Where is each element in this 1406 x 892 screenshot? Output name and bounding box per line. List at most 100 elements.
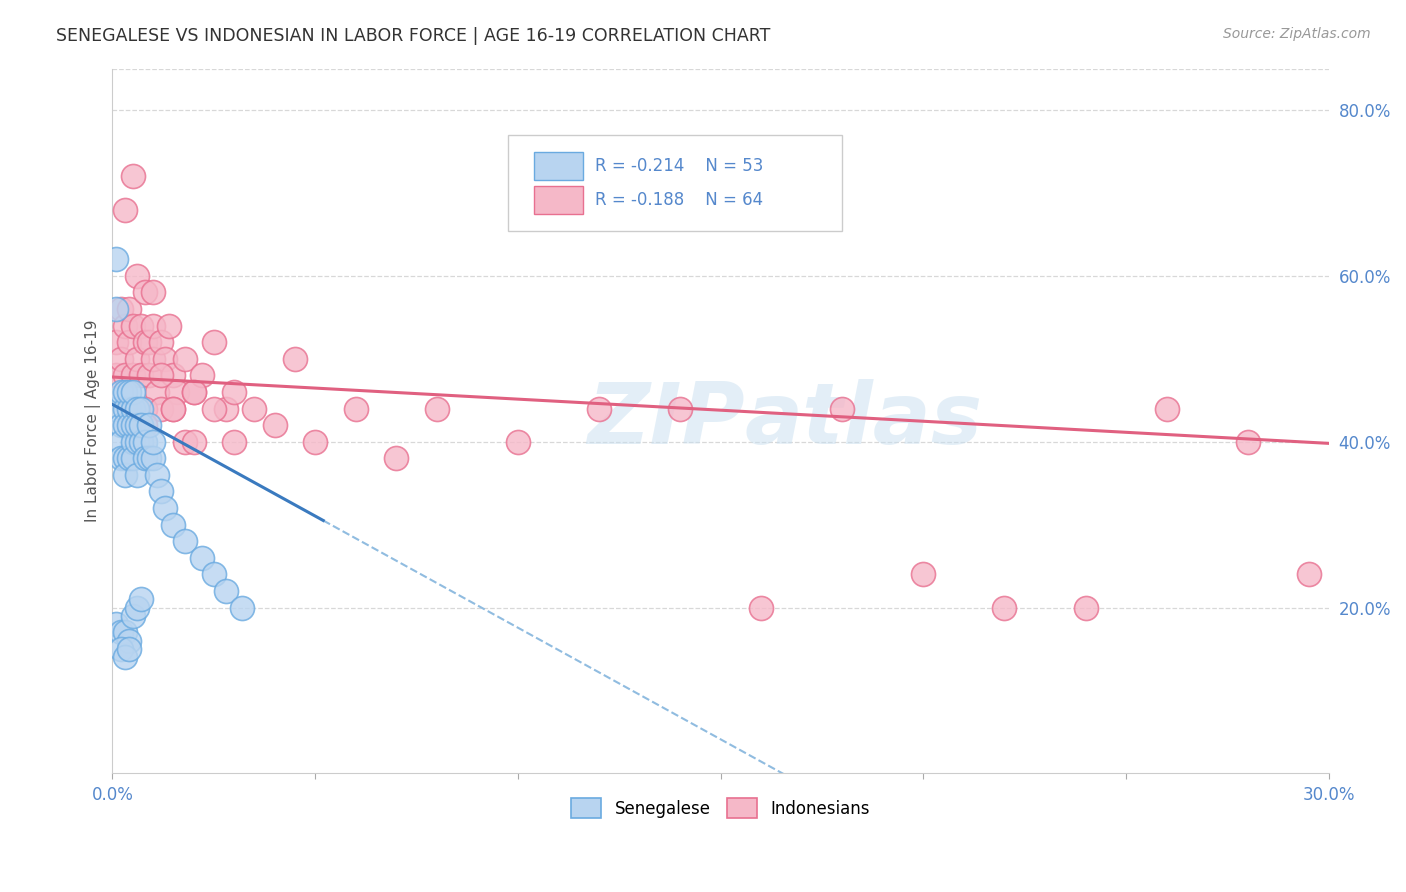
Point xyxy=(142,451,165,466)
Point xyxy=(105,335,128,350)
Point xyxy=(150,335,173,350)
Point xyxy=(150,484,173,499)
Legend: Senegalese, Indonesians: Senegalese, Indonesians xyxy=(565,791,877,825)
Point xyxy=(105,252,128,267)
Text: SENEGALESE VS INDONESIAN IN LABOR FORCE | AGE 16-19 CORRELATION CHART: SENEGALESE VS INDONESIAN IN LABOR FORCE … xyxy=(56,27,770,45)
Point xyxy=(134,401,156,416)
Point xyxy=(142,318,165,333)
Point xyxy=(138,368,160,383)
Point xyxy=(121,401,143,416)
Point xyxy=(129,401,152,416)
Text: R = -0.214    N = 53: R = -0.214 N = 53 xyxy=(595,157,763,175)
Point xyxy=(202,401,225,416)
Point xyxy=(121,169,143,184)
Point xyxy=(1236,434,1258,449)
Text: Source: ZipAtlas.com: Source: ZipAtlas.com xyxy=(1223,27,1371,41)
Point xyxy=(125,351,148,366)
Point xyxy=(125,467,148,482)
Point xyxy=(263,418,285,433)
Point xyxy=(183,384,205,399)
Point xyxy=(231,600,253,615)
Point xyxy=(142,434,165,449)
Point xyxy=(222,384,245,399)
Point xyxy=(110,625,132,640)
Point xyxy=(153,351,176,366)
Point xyxy=(174,351,197,366)
Point xyxy=(117,451,139,466)
Point xyxy=(162,517,184,532)
Point xyxy=(993,600,1015,615)
Point xyxy=(157,318,180,333)
Point xyxy=(105,401,128,416)
Point xyxy=(215,584,238,599)
Point xyxy=(134,335,156,350)
Point xyxy=(129,368,152,383)
Point xyxy=(912,567,935,582)
Point xyxy=(153,501,176,516)
Point xyxy=(114,451,136,466)
Point xyxy=(162,401,184,416)
Point xyxy=(114,625,136,640)
Point xyxy=(134,451,156,466)
Y-axis label: In Labor Force | Age 16-19: In Labor Force | Age 16-19 xyxy=(86,319,101,522)
Point xyxy=(114,401,136,416)
Point xyxy=(202,567,225,582)
Point xyxy=(134,285,156,300)
Point xyxy=(215,401,238,416)
Point xyxy=(105,617,128,632)
Point xyxy=(129,592,152,607)
Point xyxy=(138,451,160,466)
Point xyxy=(110,301,132,316)
Point xyxy=(183,434,205,449)
Text: atlas: atlas xyxy=(745,379,983,462)
Point xyxy=(125,434,148,449)
Point xyxy=(117,301,139,316)
Point xyxy=(114,650,136,665)
Point xyxy=(142,351,165,366)
Point xyxy=(243,401,266,416)
Point xyxy=(117,401,139,416)
Point xyxy=(138,335,160,350)
Point xyxy=(344,401,367,416)
FancyBboxPatch shape xyxy=(508,136,842,231)
Point xyxy=(1156,401,1178,416)
Point xyxy=(749,600,772,615)
Point xyxy=(114,202,136,217)
Point xyxy=(142,285,165,300)
Point xyxy=(385,451,408,466)
Point xyxy=(146,384,169,399)
Text: ZIP: ZIP xyxy=(588,379,745,462)
Point xyxy=(174,534,197,549)
Point xyxy=(121,318,143,333)
Point xyxy=(110,642,132,657)
Point xyxy=(150,401,173,416)
Point xyxy=(121,418,143,433)
Text: R = -0.188    N = 64: R = -0.188 N = 64 xyxy=(595,191,763,209)
Point xyxy=(284,351,307,366)
Point xyxy=(1298,567,1320,582)
Point xyxy=(125,418,148,433)
Point xyxy=(134,418,156,433)
Point xyxy=(121,434,143,449)
Point xyxy=(110,384,132,399)
Point xyxy=(202,335,225,350)
Point xyxy=(121,384,143,399)
Point xyxy=(114,384,136,399)
Point xyxy=(304,434,326,449)
Point xyxy=(146,467,169,482)
Point xyxy=(1074,600,1097,615)
Point xyxy=(117,384,139,399)
Point xyxy=(162,368,184,383)
Point xyxy=(588,401,610,416)
Point xyxy=(222,434,245,449)
Point xyxy=(114,318,136,333)
Point xyxy=(114,368,136,383)
Point xyxy=(121,608,143,623)
Point xyxy=(110,434,132,449)
Point xyxy=(110,351,132,366)
Point xyxy=(669,401,692,416)
Point xyxy=(125,600,148,615)
Point xyxy=(166,384,188,399)
Point xyxy=(134,434,156,449)
Point xyxy=(138,418,160,433)
